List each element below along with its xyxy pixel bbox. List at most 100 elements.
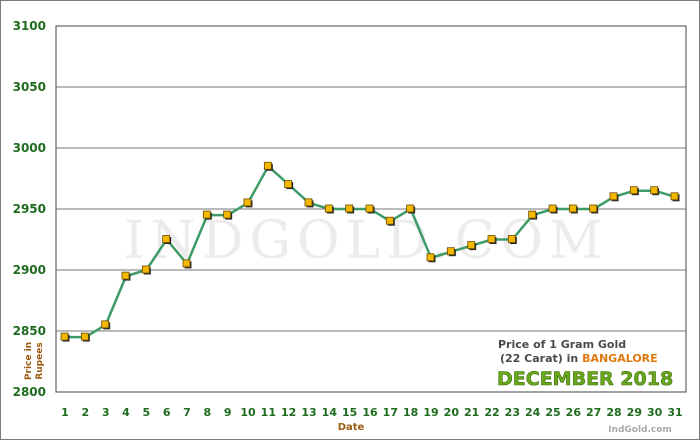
data-point-marker	[324, 204, 333, 213]
data-point-marker	[548, 204, 557, 213]
x-tick-label: 13	[301, 406, 316, 419]
data-point-marker	[487, 235, 496, 243]
data-point-marker	[60, 332, 69, 341]
x-axis-ticks: 1 2 3 4 5 6 7 8 9 10 11 12 13 14 15 16 17 18 19 20 21 22 23 24 2…	[61, 406, 682, 419]
data-point	[629, 186, 639, 196]
data-point-marker	[121, 271, 130, 280]
data-point	[345, 204, 355, 214]
data-point-marker	[568, 204, 577, 213]
data-point-marker	[589, 204, 598, 213]
x-tick-label: 24	[525, 406, 541, 419]
data-point	[263, 161, 273, 171]
x-tick-label: 21	[464, 406, 479, 419]
data-point	[609, 192, 619, 202]
data-point	[80, 332, 90, 342]
x-tick-label: 25	[545, 406, 560, 419]
data-point	[365, 204, 375, 214]
data-point	[243, 198, 253, 208]
data-point	[446, 247, 456, 257]
data-point-marker	[467, 241, 476, 250]
y-tick-label: 2850	[13, 324, 46, 338]
data-point-marker	[223, 210, 232, 219]
x-tick-label: 17	[383, 406, 398, 419]
x-tick-label: 26	[566, 406, 582, 419]
legend-city: BANGALORE	[582, 352, 658, 365]
marker-layer	[60, 161, 680, 342]
y-axis-label-line2: Rupees	[35, 342, 45, 379]
x-tick-label: 3	[102, 406, 110, 419]
y-tick-label: 2900	[13, 263, 46, 277]
x-tick-label: 16	[362, 406, 378, 419]
data-point-marker	[365, 204, 374, 213]
x-tick-label: 14	[322, 406, 338, 419]
data-point	[60, 332, 70, 342]
x-tick-label: 19	[423, 406, 438, 419]
data-point-marker	[162, 235, 171, 243]
y-tick-label: 2800	[13, 385, 46, 399]
data-point	[406, 204, 416, 214]
y-axis-label-line1: Price in	[24, 342, 34, 380]
data-point-marker	[385, 216, 394, 225]
grid-lines	[56, 86, 686, 332]
x-tick-label: 2	[82, 406, 90, 419]
x-tick-label: 30	[647, 406, 663, 419]
data-point	[284, 180, 294, 190]
x-tick-label: 1	[61, 406, 69, 419]
data-point-marker	[629, 186, 638, 195]
data-point	[141, 265, 151, 275]
data-point-marker	[182, 259, 191, 268]
data-point	[650, 186, 660, 196]
legend-line1: Price of 1 Gram Gold	[498, 338, 626, 351]
y-tick-label: 3000	[13, 141, 46, 155]
x-tick-label: 22	[484, 406, 499, 419]
data-point	[324, 204, 334, 214]
data-point	[548, 204, 558, 214]
data-point	[487, 235, 497, 244]
data-point	[528, 210, 538, 220]
data-point	[304, 198, 314, 208]
data-point-marker	[609, 192, 618, 201]
data-point	[670, 192, 680, 202]
x-tick-label: 28	[606, 406, 621, 419]
data-point	[202, 210, 212, 220]
y-tick-label: 2950	[13, 202, 46, 216]
data-point-marker	[80, 332, 89, 341]
data-point	[385, 216, 395, 226]
data-point	[426, 253, 436, 263]
y-axis-ticks: 2800 2850 2900 2950 3000 3050 3100	[13, 19, 46, 399]
data-point	[121, 271, 131, 281]
data-point-marker	[263, 161, 272, 170]
x-axis-label: Date	[338, 422, 365, 433]
data-point	[507, 235, 517, 244]
data-point	[162, 235, 172, 244]
data-point	[568, 204, 578, 214]
data-point	[101, 320, 111, 330]
x-tick-label: 29	[627, 406, 642, 419]
data-point-marker	[670, 192, 679, 201]
brand-text: IndGold.com	[608, 425, 672, 435]
x-tick-label: 10	[240, 406, 256, 419]
x-tick-label: 27	[586, 406, 601, 419]
legend-carat: (22 Carat) in	[500, 352, 582, 365]
x-tick-label: 20	[444, 406, 460, 419]
y-tick-label: 3100	[13, 19, 46, 33]
data-point	[182, 259, 192, 269]
data-point-marker	[426, 253, 435, 262]
x-tick-label: 15	[342, 406, 357, 419]
x-tick-label: 11	[261, 406, 276, 419]
data-point-marker	[284, 180, 293, 189]
x-tick-label: 8	[204, 406, 212, 419]
x-tick-label: 23	[505, 406, 520, 419]
data-point-marker	[528, 210, 537, 219]
x-tick-label: 6	[163, 406, 171, 419]
x-tick-label: 5	[143, 406, 151, 419]
data-point-marker	[243, 198, 252, 207]
data-point-marker	[345, 204, 354, 213]
data-point-marker	[202, 210, 211, 219]
legend-line2: (22 Carat) in BANGALORE	[500, 352, 658, 365]
data-point-marker	[446, 247, 455, 256]
y-tick-label: 3050	[13, 80, 46, 94]
data-point	[467, 241, 477, 251]
data-point	[223, 210, 233, 220]
